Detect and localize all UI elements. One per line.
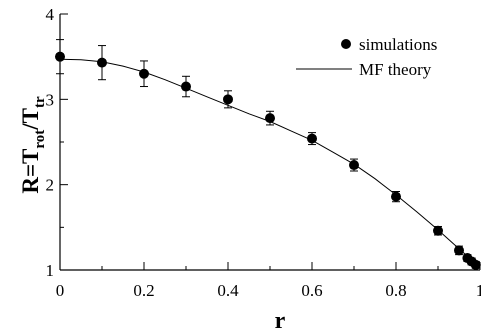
y-tick-label: 1: [46, 261, 55, 280]
x-tick-label: 0: [56, 281, 65, 300]
simulation-point: [97, 57, 107, 68]
simulations-series: [55, 39, 481, 270]
simulation-point: [349, 160, 359, 171]
y-axis-title-sub-tr: tr: [32, 96, 48, 108]
simulation-point: [433, 225, 443, 236]
x-tick-label: 0.6: [301, 281, 322, 300]
simulation-point: [265, 113, 275, 124]
legend: simulations MF theory: [296, 35, 437, 79]
y-tick-label: 3: [46, 90, 55, 109]
x-tick-label: 0.4: [217, 281, 239, 300]
y-axis-title-base: R=T: [18, 149, 43, 194]
simulation-point: [470, 259, 481, 270]
mf-theory-line: [59, 58, 481, 268]
legend-marker-simulations: [341, 39, 351, 49]
y-tick-label: 2: [46, 176, 55, 195]
x-axis-title: r: [275, 308, 286, 331]
legend-label-mf-theory: MF theory: [359, 60, 432, 79]
mf-theory-series: [59, 58, 481, 268]
x-tick-label: 0.2: [133, 281, 154, 300]
simulation-point: [139, 68, 149, 79]
simulation-point: [391, 191, 401, 202]
y-axis-title-sub-rot: rot: [32, 130, 48, 149]
y-tick-label: 4: [46, 5, 55, 24]
legend-label-simulations: simulations: [359, 35, 437, 54]
x-tick-label: 0.8: [385, 281, 406, 300]
y-axis-title-mid: /T: [18, 108, 43, 131]
simulation-point: [181, 81, 191, 92]
simulation-point: [307, 133, 317, 144]
axis-ticks: 1 2 3 4 0 0.2 0.4 0.6 0.8 1: [46, 5, 481, 300]
simulation-point: [55, 51, 65, 62]
simulation-point: [454, 245, 464, 256]
y-axis-title: R=Trot/Ttr: [18, 96, 48, 194]
x-tick-label: 1: [476, 281, 481, 300]
simulation-point: [223, 94, 233, 105]
